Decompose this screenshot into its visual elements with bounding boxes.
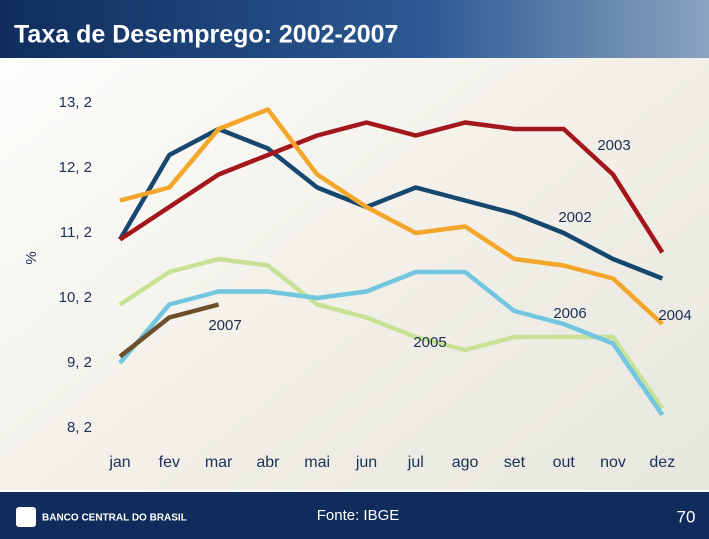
x-tick-label: jul (407, 454, 424, 471)
series-line (118, 302, 220, 359)
series-line (118, 120, 665, 254)
source: Fonte: IBGE (317, 507, 400, 524)
series-line (118, 269, 665, 417)
x-tick-label: jun (355, 454, 377, 471)
y-tick-label: 10, 2 (59, 289, 92, 306)
series-label: 2005 (413, 334, 446, 351)
series-label: 2003 (597, 137, 630, 154)
chart-title: Taxa de Desemprego: 2002-2007 (14, 21, 398, 49)
series-label: 2004 (658, 307, 691, 324)
series-line (119, 107, 664, 326)
x-tick-label: nov (600, 454, 626, 471)
y-tick-label: 11, 2 (60, 224, 92, 241)
logo-text: BANCO CENTRAL DO BRASIL (42, 513, 187, 524)
series-label: 2006 (553, 305, 586, 322)
series-line (118, 256, 665, 410)
y-tick-label: 13, 2 (59, 94, 92, 111)
x-tick-label: fev (159, 454, 180, 471)
series-label: 2007 (208, 317, 241, 334)
series-line (118, 126, 664, 281)
x-tick-label: abr (256, 454, 280, 471)
y-axis-label: % (23, 251, 40, 264)
x-tick-label: ago (452, 454, 479, 471)
y-tick-label: 9, 2 (67, 354, 92, 371)
x-tick-label: mar (205, 454, 233, 471)
y-tick-label: 8, 2 (67, 419, 92, 436)
x-tick-label: mai (304, 454, 330, 471)
logo-mark (16, 507, 36, 527)
page-number: 70 (677, 507, 696, 526)
x-tick-label: set (504, 454, 526, 471)
x-tick-label: dez (649, 454, 675, 471)
footer-rule (0, 490, 709, 492)
x-tick-label: jan (108, 454, 130, 471)
footer-band (0, 492, 709, 539)
y-tick-label: 12, 2 (59, 159, 92, 176)
header-band (0, 0, 709, 58)
series-label: 2002 (558, 209, 591, 226)
x-tick-label: out (553, 454, 576, 471)
